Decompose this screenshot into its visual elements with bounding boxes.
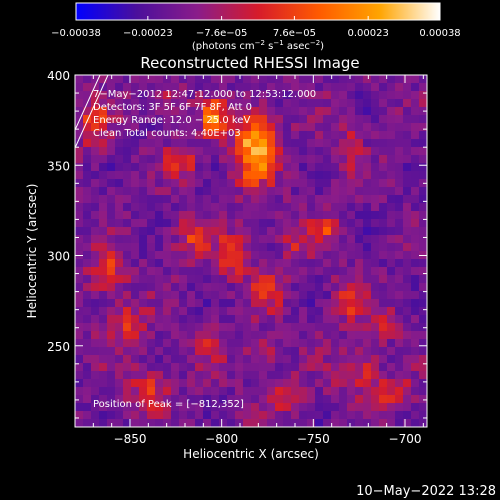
footer-timestamp: 10−May−2022 13:28	[356, 484, 496, 499]
x-tick-label: −800	[205, 432, 238, 446]
x-axis-label: Heliocentric X (arcsec)	[183, 447, 319, 461]
x-tick-label: −700	[389, 432, 422, 446]
x-tick-label: −850	[114, 432, 147, 446]
axes-ticks: −850 −800 −750 −700 250 300 350 400	[47, 69, 427, 446]
annotation-line: Energy Range: 12.0 − 25.0 keV	[93, 115, 250, 126]
solar-limb-lines	[74, 74, 109, 149]
y-axis-label: Heliocentric Y (arcsec)	[25, 184, 39, 319]
heatmap-image	[75, 75, 427, 427]
y-tick-label: 250	[47, 340, 70, 354]
annotation-line: Clean Total counts: 4.40E+03	[93, 128, 241, 139]
colorbar-tick-label: −7.6e−05	[196, 28, 248, 39]
colorbar-tick-label: 0.00023	[347, 28, 388, 39]
colorbar-tick-label: −0.00038	[51, 28, 101, 39]
colorbar-frame	[75, 2, 441, 21]
colorbar-ticks: −0.00038 −0.00023 −7.6e−05 7.6e−05 0.00023 0.…	[51, 16, 461, 39]
colorbar	[76, 3, 440, 20]
y-tick-label: 300	[47, 250, 70, 264]
annotation-line: Detectors: 3F 5F 6F 7F 8F, Att 0	[93, 102, 252, 113]
y-tick-label: 400	[47, 69, 70, 83]
x-tick-label: −750	[297, 432, 330, 446]
colorbar-tick-label: −0.00023	[123, 28, 173, 39]
colorbar-units: (photons cm−2 s−1 asec−2)	[192, 39, 324, 52]
annotation-line: 7−May−2012 12:47:12.000 to 12:53:12.000	[93, 89, 316, 100]
y-tick-label: 350	[47, 159, 70, 173]
peak-position-label: Position of Peak = [−812,352]	[93, 399, 244, 410]
chart-title: Reconstructed RHESSI Image	[140, 54, 359, 72]
annotation-block: 7−May−2012 12:47:12.000 to 12:53:12.000 D…	[93, 89, 316, 139]
plot-frame	[74, 74, 428, 428]
colorbar-tick-label: 7.6e−05	[273, 28, 316, 39]
colorbar-tick-label: 0.00038	[419, 28, 460, 39]
